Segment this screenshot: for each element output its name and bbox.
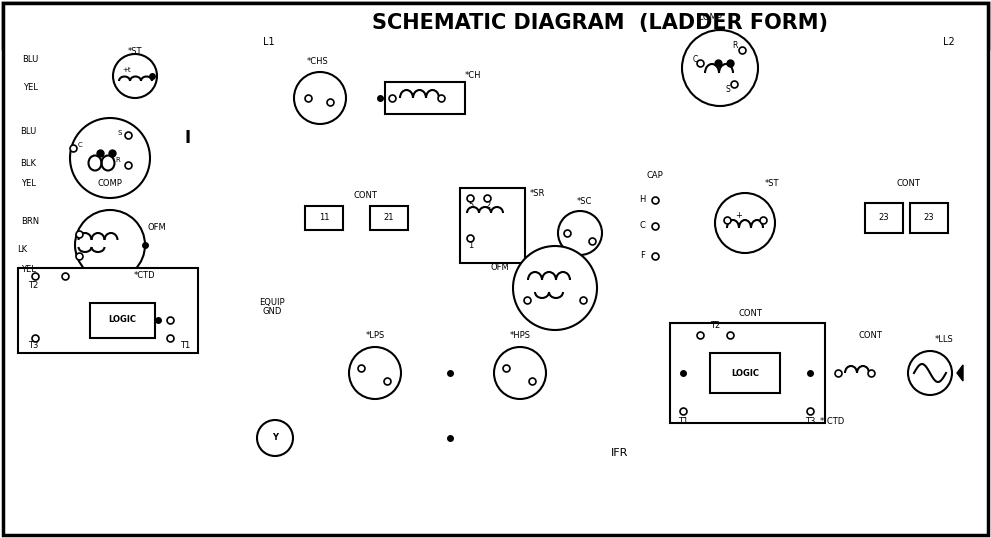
Text: *LLS: *LLS [935,335,953,343]
Text: YEL: YEL [21,179,36,188]
Text: 21: 21 [384,214,394,223]
Text: LK: LK [17,245,27,254]
Text: COMP: COMP [97,179,123,188]
Text: OFM: OFM [148,223,166,232]
Text: CONT: CONT [738,308,762,317]
Text: BRN: BRN [21,217,39,226]
Circle shape [349,347,401,399]
Circle shape [257,420,293,456]
Text: F: F [640,251,645,260]
Text: CONT: CONT [858,330,882,339]
Text: BLK: BLK [20,159,36,167]
Text: 2: 2 [485,202,491,210]
Bar [3,3,988,48]
Circle shape [294,72,346,124]
Text: *CH: *CH [465,72,482,81]
Bar [385,82,465,114]
Text: *CHS: *CHS [307,58,329,67]
Bar [18,268,198,353]
Bar [710,353,780,393]
Text: T3: T3 [805,416,816,426]
Circle shape [715,193,775,253]
Text: CONT: CONT [353,192,377,201]
Circle shape [70,118,150,198]
Text: C: C [77,142,82,148]
Circle shape [908,351,952,395]
Text: SCHEMATIC DIAGRAM  (LADDER FORM): SCHEMATIC DIAGRAM (LADDER FORM) [372,13,828,33]
Circle shape [494,347,546,399]
Text: IFR: IFR [611,448,628,458]
Text: 1: 1 [468,242,474,251]
Text: L1: L1 [263,37,275,47]
Bar [460,188,525,263]
Text: YEL: YEL [23,82,38,91]
Text: L2: L2 [943,37,955,47]
Text: *SC: *SC [577,196,592,206]
Text: R: R [732,41,737,51]
Text: I: I [185,129,191,147]
Text: S: S [725,86,730,95]
Circle shape [513,246,597,330]
Bar [305,206,343,230]
Text: R: R [116,157,120,163]
Text: *ST: *ST [765,179,780,188]
Bar [865,203,903,233]
Text: H: H [638,195,645,204]
Text: T2: T2 [28,281,39,291]
Text: S: S [118,130,122,136]
Text: 11: 11 [319,214,329,223]
Polygon shape [358,429,386,453]
Text: T2: T2 [710,321,720,329]
Text: BLU: BLU [22,55,38,65]
Text: EQUIP: EQUIP [260,298,284,307]
Text: Y: Y [272,434,278,442]
Bar [670,323,825,423]
Text: C: C [639,222,645,230]
Text: *LPS: *LPS [366,330,385,339]
Text: BLU: BLU [20,128,36,137]
Circle shape [558,211,602,255]
Text: CONT: CONT [896,179,920,188]
Text: CAP: CAP [646,172,663,181]
Text: LOGIC: LOGIC [108,315,136,324]
Text: C: C [693,55,698,65]
Text: +t: +t [123,67,132,73]
Text: COMP: COMP [698,13,722,23]
Text: 23: 23 [879,214,889,223]
Text: T3: T3 [28,342,39,350]
Text: * CTD: * CTD [820,416,844,426]
Circle shape [75,210,145,280]
Text: OFM: OFM [491,264,509,273]
Text: *CTD: *CTD [134,271,156,280]
Circle shape [113,54,157,98]
Text: T1: T1 [180,342,190,350]
Circle shape [682,30,758,106]
Text: GND: GND [263,308,281,316]
Bar [90,303,155,338]
Bar [370,206,408,230]
Text: *SR: *SR [530,188,545,197]
Text: 5: 5 [468,202,474,210]
Text: +: + [735,210,742,220]
Text: T1: T1 [678,416,688,426]
Text: LOGIC: LOGIC [731,369,759,378]
Bar [910,203,948,233]
Text: YEL: YEL [21,265,36,274]
Text: 23: 23 [924,214,935,223]
Text: *ST: *ST [128,46,143,55]
Polygon shape [957,365,963,381]
Text: *HPS: *HPS [509,330,530,339]
